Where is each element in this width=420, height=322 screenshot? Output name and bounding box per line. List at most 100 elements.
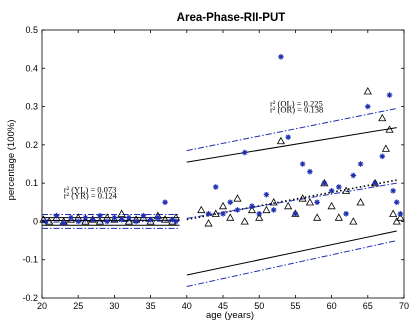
star-point	[205, 210, 212, 217]
r-squared-annotation: r² (YL) = 0.073	[64, 185, 117, 195]
star-point	[241, 149, 248, 156]
x-tick-label: 70	[399, 301, 409, 311]
x-tick-label: 20	[37, 301, 47, 311]
r-squared-annotation: r² (OL) = 0.225	[270, 99, 323, 109]
triangle-point	[95, 217, 104, 225]
fit-line	[186, 107, 397, 152]
fit-line	[186, 240, 397, 288]
star-point	[390, 188, 396, 194]
triangle-point	[197, 205, 206, 214]
y-tick-label: 0	[33, 216, 38, 226]
x-tick-label: 40	[182, 301, 192, 311]
triangle-point	[298, 194, 307, 202]
triangle-point	[226, 213, 235, 221]
star-point	[220, 210, 226, 217]
triangle-point	[81, 217, 90, 225]
triangle-point	[342, 186, 351, 194]
star-point	[42, 218, 49, 225]
y-tick-label: 0.4	[25, 63, 38, 73]
y-tick-label: 0.5	[25, 25, 38, 35]
triangle-point	[381, 144, 390, 152]
triangle-point	[363, 87, 372, 95]
star-point	[397, 210, 404, 217]
triangle-point	[284, 201, 293, 210]
star-point	[133, 218, 139, 225]
star-point	[263, 191, 270, 198]
star-point	[140, 212, 147, 219]
y-tick-label: 0.1	[25, 178, 38, 188]
star-point	[162, 199, 168, 206]
triangle-point	[305, 198, 314, 206]
star-point	[365, 103, 371, 110]
plot-area	[41, 29, 405, 299]
x-axis-ticks: 20 25 30 35 40 45 50 55 60 65 70	[37, 30, 409, 311]
star-point	[82, 214, 89, 221]
star-point	[173, 218, 179, 225]
star-point	[97, 212, 103, 219]
star-point	[227, 199, 234, 206]
y-tick-label: 0.3	[25, 102, 38, 112]
star-point	[278, 54, 284, 60]
star-point	[60, 220, 67, 227]
y-axis-ticks: 0.5 0.4 0.3 0.2 0.1 0 -0.1 -0.2	[22, 25, 404, 303]
triangle-point	[313, 213, 322, 221]
star-point	[147, 216, 154, 223]
star-point	[372, 180, 378, 186]
triangle-point	[389, 209, 398, 217]
x-axis-label: age (years)	[206, 310, 254, 321]
y-tick-label: -0.1	[22, 255, 38, 265]
star-point	[321, 180, 328, 186]
star-point	[328, 188, 335, 194]
x-tick-label: 55	[290, 301, 300, 311]
x-tick-label: 50	[254, 301, 264, 311]
triangle-point	[255, 213, 264, 221]
triangle-point	[211, 209, 220, 217]
r-squared-annotation: r² (YR) = 0.124	[64, 190, 118, 200]
star-point	[111, 214, 118, 221]
x-tick-label: 65	[363, 301, 373, 311]
triangle-point	[378, 113, 387, 122]
star-point	[386, 92, 393, 98]
r-squared-annotation: r² (OR) = 0.138	[270, 104, 323, 114]
y-tick-label: 0.2	[25, 140, 38, 150]
star-point	[270, 207, 277, 213]
triangle-point	[349, 217, 358, 225]
star-point	[350, 172, 357, 179]
fit-line	[186, 127, 397, 163]
star-point	[299, 161, 306, 167]
y-axis-label: percentage (100%)	[6, 120, 17, 201]
triangle-point	[204, 219, 213, 227]
triangle-point	[392, 217, 401, 225]
star-point	[75, 218, 81, 225]
star-point	[292, 210, 299, 217]
star-point	[53, 212, 60, 219]
star-point	[126, 214, 132, 221]
star-point	[285, 134, 291, 140]
star-point	[379, 153, 386, 160]
star-point	[234, 207, 241, 213]
triangle-point	[356, 198, 365, 206]
star-point	[89, 216, 96, 223]
triangle-point	[385, 125, 394, 133]
star-point	[169, 216, 176, 223]
star-point	[336, 184, 342, 190]
x-tick-label: 35	[146, 301, 156, 311]
star-point	[314, 199, 320, 206]
star-point	[343, 210, 349, 217]
star-point	[104, 218, 110, 225]
fit-line	[186, 230, 397, 276]
triangle-point	[233, 194, 242, 202]
triangle-point	[124, 217, 133, 225]
x-tick-label: 60	[327, 301, 337, 311]
triangle-point	[276, 136, 285, 145]
data-points	[39, 54, 405, 227]
chart-title: Area-Phase-RII-PUT	[177, 12, 286, 24]
triangle-point	[117, 209, 126, 217]
triangle-point	[334, 213, 343, 221]
x-tick-label: 45	[218, 301, 228, 311]
triangle-point	[240, 217, 249, 225]
star-point	[307, 168, 313, 175]
x-tick-label: 30	[109, 301, 119, 311]
